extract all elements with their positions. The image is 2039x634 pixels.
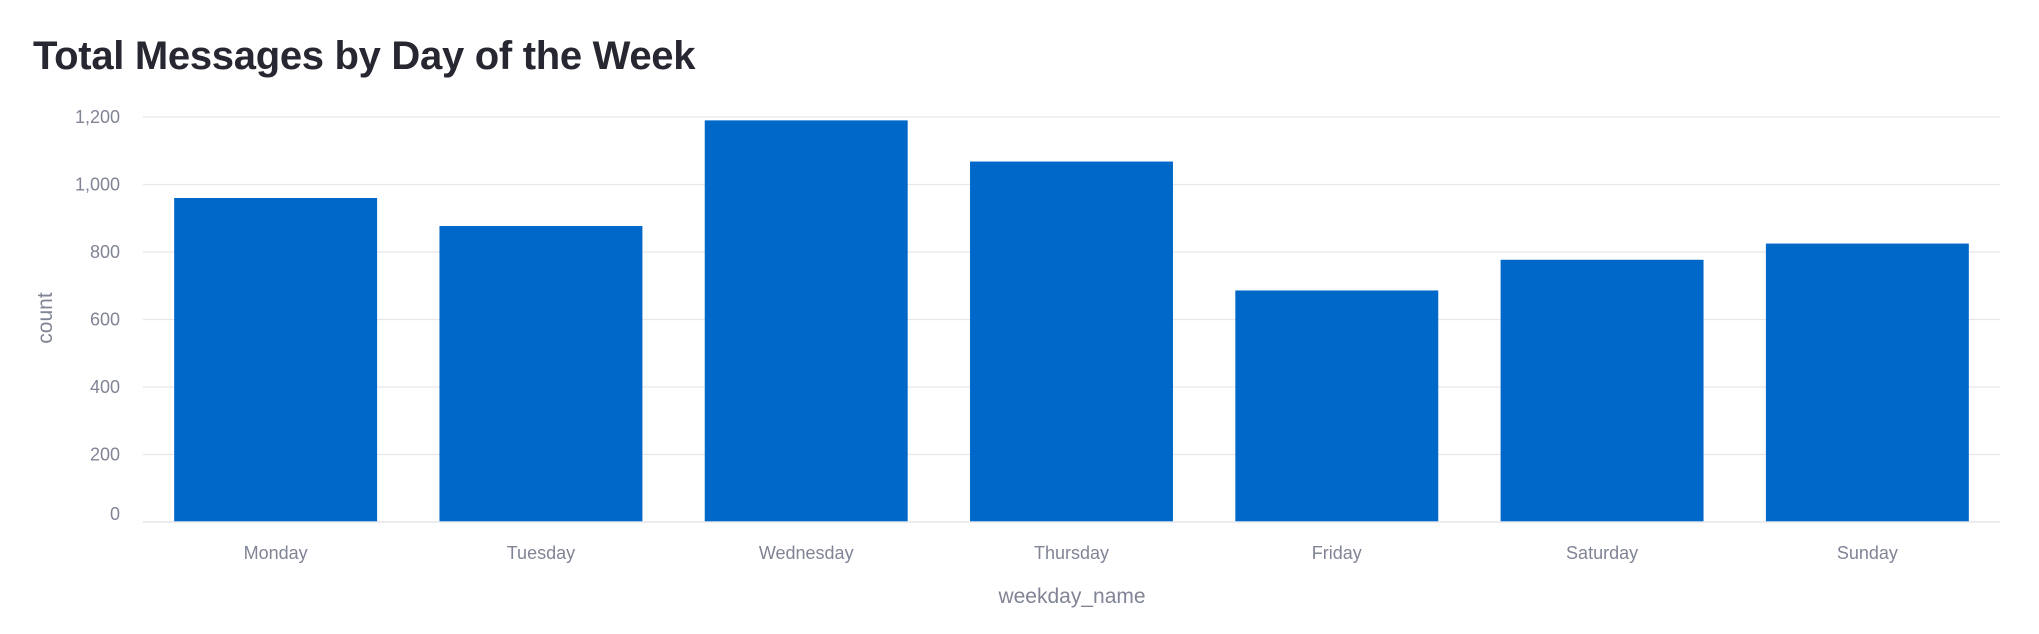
x-tick-label: Thursday xyxy=(1034,543,1109,563)
bar-thursday[interactable] xyxy=(970,161,1173,523)
x-tick-label: Sunday xyxy=(1837,543,1898,563)
x-tick-label: Monday xyxy=(244,543,308,563)
x-tick-label: Tuesday xyxy=(507,543,575,563)
bar-tuesday[interactable] xyxy=(439,226,643,522)
bars xyxy=(174,120,1969,523)
x-axis-title: weekday_name xyxy=(997,585,1145,608)
y-tick-label: 1,200 xyxy=(75,107,120,127)
x-tick-label: Saturday xyxy=(1566,543,1638,563)
y-tick-label: 1,000 xyxy=(75,175,120,195)
bar-monday[interactable] xyxy=(174,198,378,522)
bar-sunday[interactable] xyxy=(1765,243,1969,522)
y-tick-label: 200 xyxy=(90,445,120,465)
chart-title: Total Messages by Day of the Week xyxy=(33,34,696,78)
y-tick-label: 800 xyxy=(90,242,120,262)
bar-saturday[interactable] xyxy=(1500,259,1704,522)
y-tick-label: 400 xyxy=(90,377,120,397)
y-tick-label: 600 xyxy=(90,310,120,330)
x-tick-label: Wednesday xyxy=(759,543,854,563)
y-axis-ticks: 0 200 400 600 800 1,000 1,200 xyxy=(75,107,120,524)
x-tick-label: Friday xyxy=(1312,543,1362,563)
bar-friday[interactable] xyxy=(1235,290,1439,522)
y-axis-title: count xyxy=(34,292,57,344)
bar-wednesday[interactable] xyxy=(704,120,908,522)
y-tick-label: 0 xyxy=(110,504,120,524)
x-axis-ticks: Monday Tuesday Wednesday Thursday Friday Satu… xyxy=(244,543,1898,563)
